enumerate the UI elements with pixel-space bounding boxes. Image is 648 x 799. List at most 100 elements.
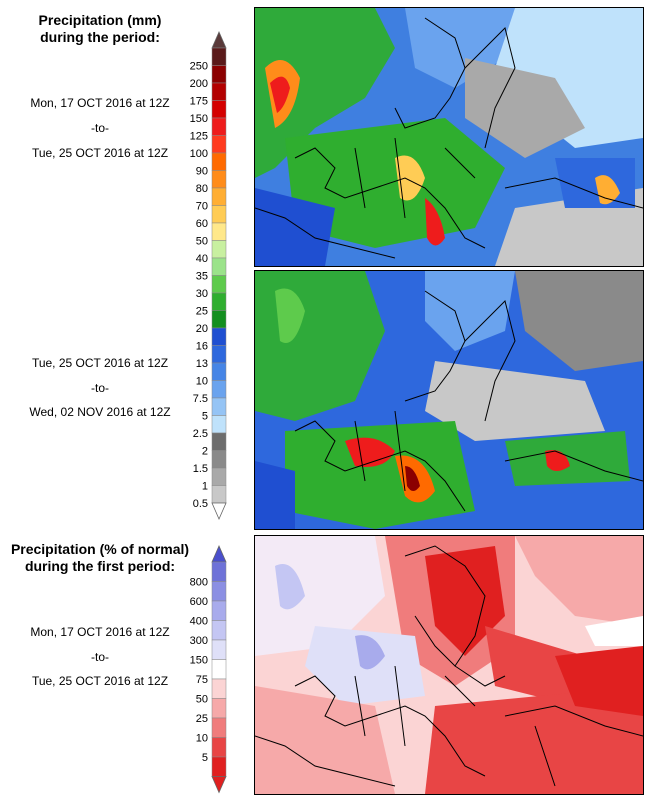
precip-mm-swatch — [211, 345, 227, 364]
precip-mm-swatch — [211, 170, 227, 189]
map-precip-period1 — [254, 7, 644, 267]
period2-sep: -to- — [91, 381, 109, 395]
precip-mm-tick-label: 125 — [190, 131, 208, 143]
precip-mm-tick-label: 13 — [196, 358, 208, 370]
precip-mm-tick-label: 5 — [202, 411, 208, 423]
period1-start: Mon, 17 OCT 2016 at 12Z — [30, 96, 170, 110]
period3-start: Mon, 17 OCT 2016 at 12Z — [30, 625, 170, 639]
precip-mm-tick-label: 25 — [196, 306, 208, 318]
precip-pct-tick-label: 10 — [196, 733, 208, 745]
map-precip-period2 — [254, 270, 644, 530]
precip-mm-title: Precipitation (mm) during the period: — [10, 12, 190, 46]
precip-mm-title-line2: during the period: — [40, 29, 160, 45]
precip-pct-title-line1: Precipitation (% of normal) — [10, 541, 190, 557]
precip-mm-swatch — [211, 327, 227, 346]
precip-mm-tick-label: 1.5 — [193, 463, 208, 475]
precip-mm-swatch — [211, 240, 227, 259]
precip-pct-legend: 800 600 400 300 150 75 50 25 10 5 — [160, 545, 240, 794]
precip-pct-tick-label: 600 — [190, 596, 208, 608]
precip-mm-swatch — [211, 450, 227, 469]
precip-mm-tick-label: 16 — [196, 341, 208, 353]
precip-mm-swatch — [211, 362, 227, 381]
precip-pct-title: Precipitation (% of normal) during the f… — [5, 541, 195, 575]
precip-mm-tick-label: 150 — [190, 113, 208, 125]
precip-mm-tick-label: 250 — [190, 61, 208, 73]
precip-mm-colorbar: 2502001751501251009080706050403530252016… — [190, 31, 227, 520]
precip-mm-tick-label: 50 — [196, 236, 208, 248]
precip-pct-tick-label: 150 — [190, 655, 208, 667]
precip-mm-swatch — [211, 397, 227, 416]
precip-mm-tick-label: 100 — [190, 148, 208, 160]
map1-graphic — [255, 8, 643, 266]
precip-pct-tick-label: 800 — [190, 577, 208, 589]
precip-mm-swatch — [211, 187, 227, 206]
precip-pct-tick-label: 25 — [196, 713, 208, 725]
precip-mm-title-line1: Precipitation (mm) — [38, 12, 162, 28]
precip-mm-swatch — [211, 275, 227, 294]
precip-mm-swatch — [211, 100, 227, 119]
precip-mm-top-arrow — [211, 31, 227, 49]
precip-pct-swatch — [211, 756, 227, 777]
period2-start: Tue, 25 OCT 2016 at 12Z — [31, 356, 169, 370]
precip-mm-swatch — [211, 485, 227, 504]
precip-pct-tick-label: 75 — [196, 674, 208, 686]
precip-pct-top-arrow — [211, 545, 227, 563]
precip-mm-tick-label: 2 — [202, 446, 208, 458]
precip-mm-swatch — [211, 222, 227, 241]
precip-mm-tick-label: 70 — [196, 201, 208, 213]
precip-mm-tick-label: 2.5 — [193, 428, 208, 440]
precip-mm-swatch — [211, 47, 227, 66]
precip-pct-swatch — [211, 717, 227, 738]
period3-sep: -to- — [91, 650, 109, 664]
period1-end: Tue, 25 OCT 2016 at 12Z — [31, 146, 169, 160]
precip-mm-tick-label: 175 — [190, 96, 208, 108]
precip-mm-swatch — [211, 432, 227, 451]
precip-pct-swatch — [211, 581, 227, 602]
period3-end: Tue, 25 OCT 2016 at 12Z — [31, 674, 169, 688]
precip-pct-swatch — [211, 678, 227, 699]
precip-mm-swatch — [211, 117, 227, 136]
precip-pct-tick-label: 50 — [196, 694, 208, 706]
precip-pct-colorbar: 800 600 400 300 150 75 50 25 10 5 — [190, 545, 227, 794]
precip-mm-swatch — [211, 65, 227, 84]
precip-mm-tick-label: 200 — [190, 78, 208, 90]
period2-end: Wed, 02 NOV 2016 at 12Z — [29, 405, 171, 419]
precip-mm-swatch — [211, 310, 227, 329]
precip-pct-swatch — [211, 600, 227, 621]
precip-mm-swatch — [211, 82, 227, 101]
precip-mm-tick-label: 35 — [196, 271, 208, 283]
precip-pct-title-line2: during the first period: — [24, 558, 176, 574]
precip-mm-tick-label: 40 — [196, 253, 208, 265]
precip-mm-tick-label: 7.5 — [193, 393, 208, 405]
precip-mm-swatch — [211, 152, 227, 171]
precip-pct-swatch — [211, 737, 227, 758]
precip-pct-swatch — [211, 561, 227, 582]
period1-sep: -to- — [91, 121, 109, 135]
precip-pct-swatch — [211, 659, 227, 680]
precip-mm-swatch — [211, 135, 227, 154]
precip-mm-tick-label: 0.5 — [193, 498, 208, 510]
precip-mm-bottom-arrow — [211, 502, 227, 520]
precip-pct-bottom-arrow — [211, 776, 227, 794]
precip-mm-tick-label: 30 — [196, 288, 208, 300]
precip-mm-swatch — [211, 292, 227, 311]
precip-mm-legend: 250 200 175 150 125 100 90 80 70 60 50 40 35 30 25 20 16… — [160, 31, 240, 520]
precip-mm-tick-label: 90 — [196, 166, 208, 178]
precip-mm-tick-label: 20 — [196, 323, 208, 335]
precip-pct-tick-label: 400 — [190, 616, 208, 628]
map-precip-percent-normal — [254, 535, 644, 795]
precip-pct-swatch — [211, 698, 227, 719]
precip-mm-swatch — [211, 257, 227, 276]
precip-pct-tick-label: 5 — [202, 752, 208, 764]
precip-mm-tick-label: 10 — [196, 376, 208, 388]
precip-mm-tick-label: 60 — [196, 218, 208, 230]
precip-pct-swatch — [211, 620, 227, 641]
precip-mm-tick-label: 1 — [202, 481, 208, 493]
precip-mm-swatch — [211, 205, 227, 224]
precip-mm-tick-label: 80 — [196, 183, 208, 195]
precip-mm-swatch — [211, 415, 227, 434]
precip-mm-swatch — [211, 380, 227, 399]
precip-pct-swatch — [211, 639, 227, 660]
precip-mm-swatch — [211, 467, 227, 486]
map2-graphic — [255, 271, 643, 529]
